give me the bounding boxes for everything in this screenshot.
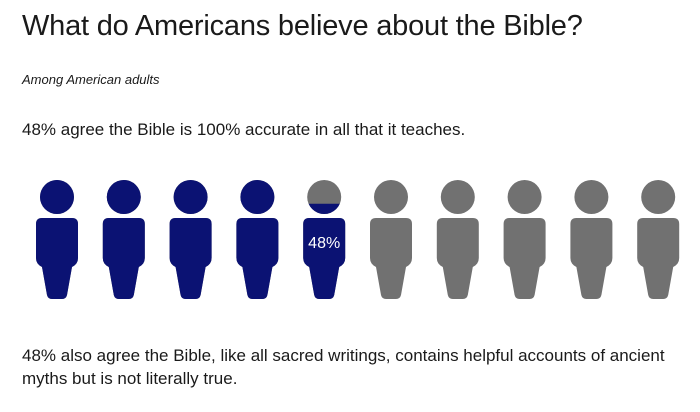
person-icon: [436, 180, 479, 299]
statement-accurate: 48% agree the Bible is 100% accurate in …: [22, 120, 466, 139]
person-icon-empty: [637, 180, 680, 299]
person-icon-empty: [370, 180, 412, 299]
data-label: 48%: [308, 235, 340, 252]
pictogram-chart: 48%: [36, 179, 680, 299]
person-icon: [102, 180, 145, 299]
person-icon-empty: [570, 180, 613, 299]
person-icon: [503, 180, 546, 299]
person-icon-empty: [436, 180, 479, 299]
person-icon: [370, 180, 412, 299]
person-icon: [36, 179, 78, 299]
person-icon-empty: [503, 180, 546, 299]
person-icon: [637, 180, 680, 299]
person-icon: [303, 180, 346, 299]
person-icon-filled: [102, 180, 145, 299]
person-icon-filled: [303, 203, 346, 299]
person-icon: [570, 180, 613, 299]
person-icon: [236, 180, 279, 299]
person-icon-filled: [236, 180, 279, 299]
person-icon: [169, 180, 212, 299]
subtitle: Among American adults: [22, 72, 160, 87]
page-title: What do Americans believe about the Bibl…: [22, 10, 583, 42]
statement-myths: 48% also agree the Bible, like all sacre…: [22, 346, 665, 388]
person-icon-filled: [36, 180, 78, 299]
person-icon-filled: [169, 180, 212, 299]
